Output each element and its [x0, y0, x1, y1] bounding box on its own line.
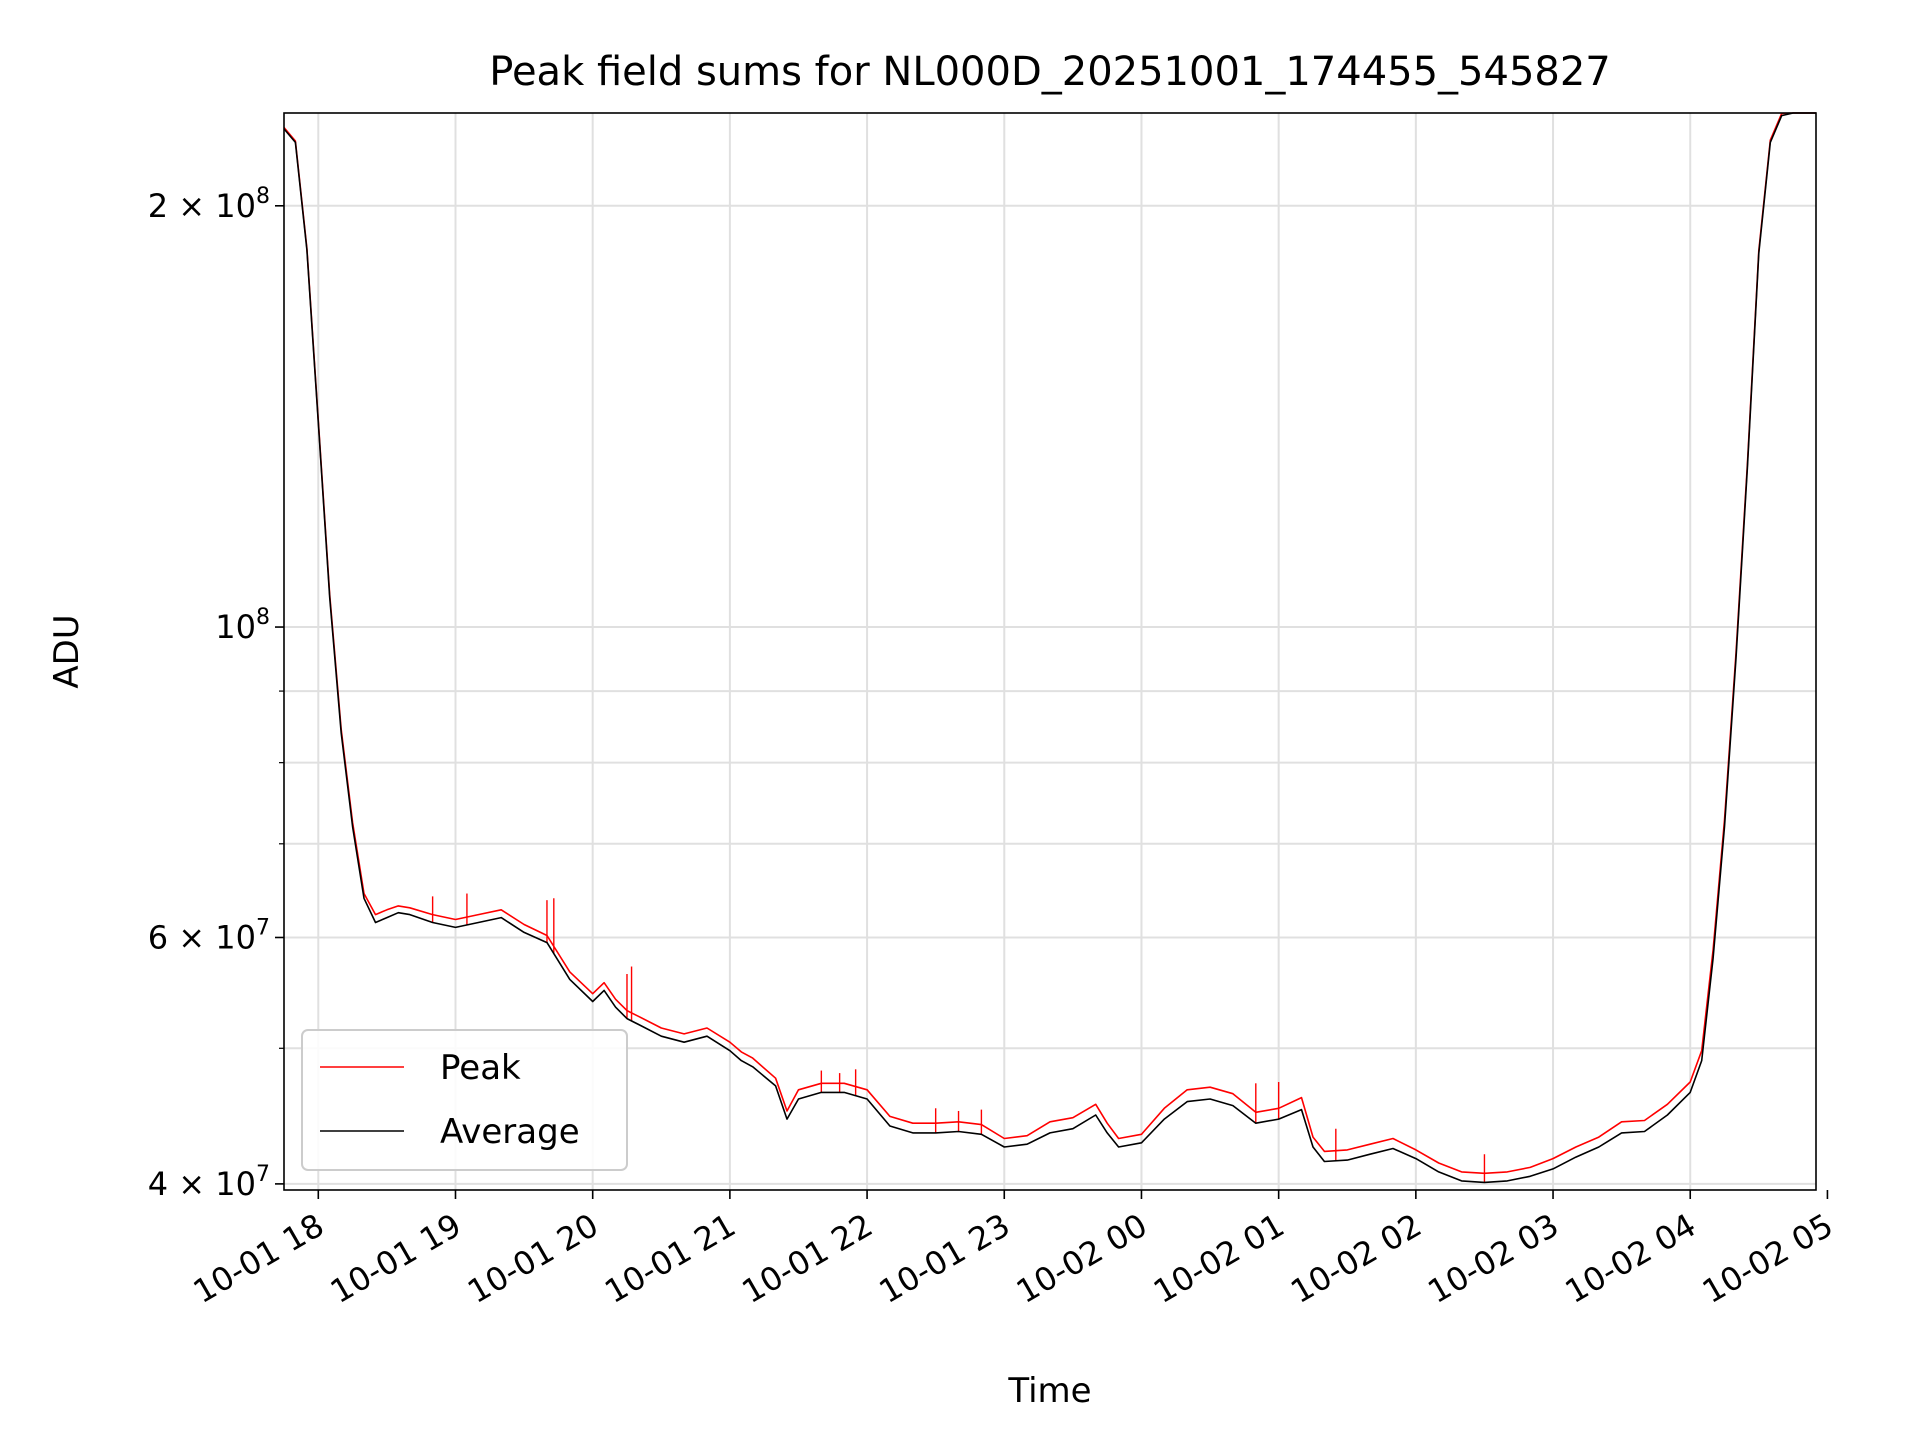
- y-tick-label: 2 × 108: [148, 184, 270, 225]
- y-axis-ticks: 4 × 107 6 × 107 108 2 × 108: [148, 184, 284, 1203]
- y-tick-label: 108: [215, 605, 270, 646]
- chart-title: Peak field sums for NL000D_20251001_1744…: [489, 49, 1610, 95]
- legend-box: [301, 1029, 628, 1171]
- series-line-average: [283, 112, 1816, 1184]
- x-axis-label: Time: [1007, 1371, 1091, 1411]
- legend-label-average: Average: [440, 1112, 580, 1152]
- plot-series: [283, 112, 1816, 1184]
- legend-label-peak: Peak: [440, 1048, 521, 1088]
- grid-lines: [284, 113, 1816, 1190]
- y-tick-label: 6 × 107: [148, 915, 270, 956]
- series-line-peak: [283, 112, 1816, 1175]
- y-axis-label: ADU: [47, 614, 87, 688]
- y-tick-label: 4 × 107: [148, 1162, 270, 1203]
- legend: Peak Average: [301, 1029, 628, 1171]
- plot-frame: [283, 112, 1817, 1191]
